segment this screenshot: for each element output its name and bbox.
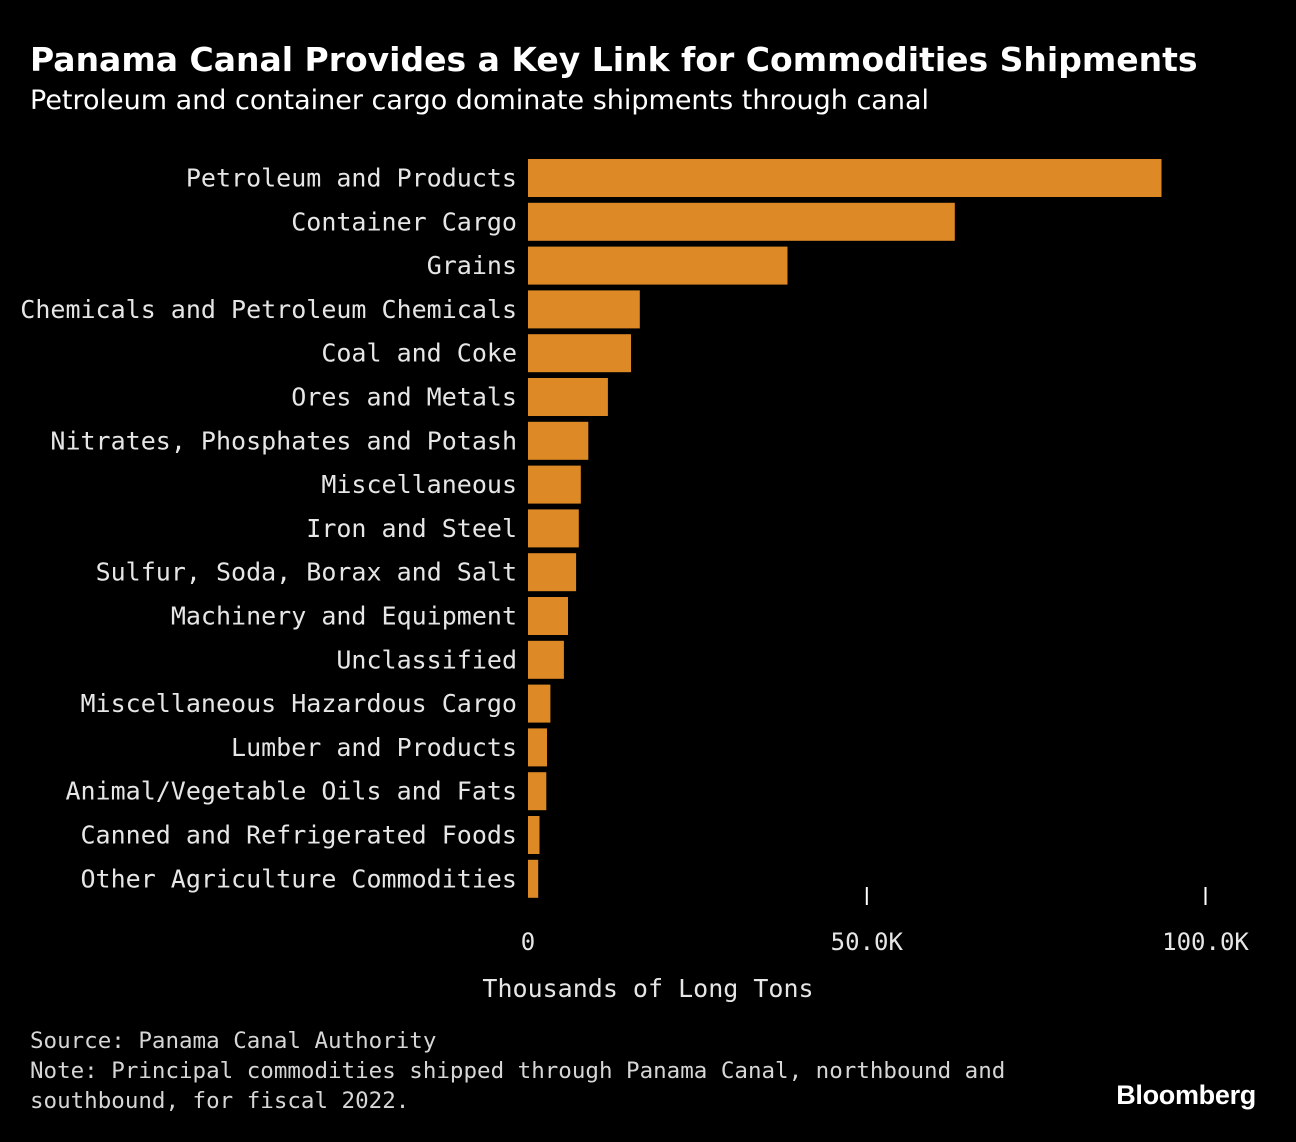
category-label: Lumber and Products [231,733,517,762]
x-tick-label: 100.0K [1162,928,1249,956]
category-label: Canned and Refrigerated Foods [81,821,518,850]
bar [528,553,577,592]
bar [528,290,640,329]
bar [528,202,955,241]
x-tick-label: 50.0K [831,928,904,956]
category-label: Coal and Coke [321,339,517,368]
category-label: Nitrates, Phosphates and Potash [50,426,517,455]
chart-footer: Source: Panama Canal Authority Note: Pri… [30,1026,1005,1116]
bar [528,640,564,679]
chart-subtitle: Petroleum and container cargo dominate s… [30,85,930,116]
bar [528,334,631,373]
bar [528,728,547,767]
category-label: Grains [427,251,517,280]
category-label: Machinery and Equipment [171,602,517,631]
bar [528,378,608,416]
bar [528,421,589,460]
footnote-line-2: southbound, for fiscal 2022. [30,1088,410,1114]
category-label: Miscellaneous Hazardous Cargo [81,689,518,718]
bar [528,159,1162,197]
bar [528,772,547,811]
category-label: Animal/Vegetable Oils and Fats [65,777,517,806]
x-tick-label: 0 [521,928,535,956]
bar [528,684,551,723]
bar [528,509,579,548]
bar [528,465,581,504]
category-label: Iron and Steel [306,514,517,543]
bar [528,246,788,285]
chart-title: Panama Canal Provides a Key Link for Com… [30,40,1198,79]
category-label: Other Agriculture Commodities [81,864,518,893]
bar [528,816,540,854]
category-label: Container Cargo [291,207,517,236]
bar [528,597,568,635]
category-label: Chemicals and Petroleum Chemicals [20,295,517,324]
bar [528,859,539,898]
category-label: Petroleum and Products [186,164,517,193]
category-label: Miscellaneous [321,470,517,499]
x-axis-label: Thousands of Long Tons [482,974,813,1003]
bloomberg-logo: Bloomberg [1116,1080,1256,1110]
bar-chart: Petroleum and Products Container Cargo Gra… [20,159,1249,1003]
source-note: Source: Panama Canal Authority [30,1028,437,1054]
category-label: Sulfur, Soda, Borax and Salt [96,558,517,587]
footnote-line-1: Note: Principal commodities shipped thro… [30,1058,1006,1084]
category-label: Ores and Metals [291,383,517,412]
category-label: Unclassified [336,645,517,674]
